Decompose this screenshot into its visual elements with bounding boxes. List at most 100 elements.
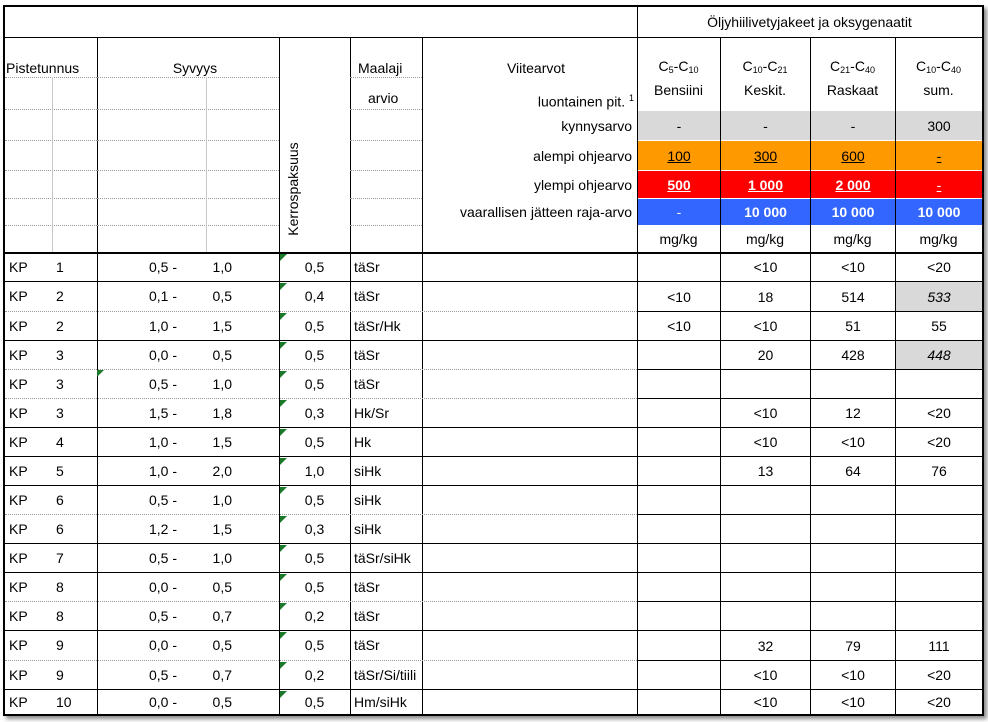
- column-formula: C10-C21: [742, 58, 788, 75]
- threshold-label: vaarallisen jätteen raja-arvo: [460, 204, 632, 220]
- result-value: 20: [757, 347, 774, 363]
- layer-thickness: 0,5: [304, 578, 325, 595]
- depth-to: 0,7: [212, 666, 232, 683]
- result-value: [811, 515, 895, 543]
- depth-from: 0,0 -: [148, 346, 177, 363]
- comment-marker-icon: [280, 603, 287, 610]
- depth-from: 0,5 -: [148, 375, 177, 392]
- threshold-value: 100: [638, 141, 720, 170]
- layer-thickness: 0,5: [304, 549, 325, 566]
- depth-from: 1,0 -: [148, 462, 177, 479]
- layer-thickness: 0,5: [304, 433, 325, 450]
- grid-line: [637, 7, 638, 714]
- result-value: 79: [845, 637, 861, 654]
- column-label: Bensiini: [653, 82, 704, 98]
- result-value: [721, 602, 810, 630]
- result-value: [638, 515, 720, 543]
- soil-type: täSr: [354, 258, 380, 275]
- result-value: 514: [841, 288, 865, 305]
- threshold-value: 10 000: [721, 199, 810, 225]
- sample-code: KP: [9, 607, 28, 624]
- sample-number: 5: [56, 462, 64, 479]
- grid-line: [279, 37, 280, 714]
- sample-code: KP: [9, 637, 28, 653]
- depth-from: 0,0 -: [148, 637, 177, 653]
- result-value: <20: [927, 434, 951, 450]
- soil-type: Hm/siHk: [354, 693, 407, 710]
- depth-to: 0,5: [212, 288, 232, 304]
- grid-divider: [5, 369, 637, 370]
- comment-marker-icon: [280, 574, 287, 581]
- layer-thickness: 0,2: [304, 666, 325, 683]
- result-value: [896, 486, 982, 514]
- grid-line: [5, 485, 982, 486]
- soil-type: täSr: [354, 375, 380, 392]
- result-value: <10: [753, 259, 778, 275]
- layer-thickness: 0,3: [304, 404, 325, 421]
- header-viitearvot: Viitearvot: [506, 60, 566, 76]
- sample-code: KP: [9, 520, 28, 537]
- result-value: [896, 370, 982, 398]
- result-value: <20: [927, 259, 951, 275]
- depth-to: 0,5: [212, 578, 232, 595]
- layer-thickness: 0,5: [304, 693, 325, 710]
- soil-type: täSr: [354, 578, 380, 595]
- soil-type: täSr: [354, 607, 380, 624]
- sample-code: KP: [9, 346, 28, 363]
- result-value: [721, 370, 810, 398]
- comment-marker-icon: [280, 254, 287, 261]
- header-maalaji: Maalaji: [358, 60, 403, 76]
- soil-type: täSr: [354, 637, 380, 653]
- sample-code: KP: [9, 375, 28, 392]
- sample-code: KP: [9, 258, 28, 275]
- sample-code: KP: [9, 288, 28, 304]
- result-value: [721, 486, 810, 514]
- result-value: <10: [841, 694, 865, 710]
- result-value: [811, 573, 895, 601]
- sample-code: KP: [9, 578, 28, 595]
- result-value: <20: [927, 405, 951, 421]
- sample-number: 8: [56, 607, 64, 624]
- depth-to: 1,5: [212, 520, 232, 537]
- sample-code: KP: [9, 317, 28, 334]
- grid-line: [52, 77, 53, 252]
- header-arvio: arvio: [368, 90, 399, 106]
- soil-type: Hk: [354, 433, 372, 450]
- sample-code: KP: [9, 666, 28, 683]
- threshold-value: 2 000: [811, 171, 895, 198]
- unit-label: mg/kg: [745, 231, 785, 247]
- result-value: <10: [841, 259, 865, 275]
- result-value: [896, 602, 982, 630]
- result-value: [811, 602, 895, 630]
- sample-code: KP: [9, 404, 28, 421]
- result-value: 76: [931, 463, 947, 479]
- grid-line: [5, 689, 982, 690]
- depth-to: 0,7: [212, 607, 232, 624]
- depth-to: 1,8: [212, 404, 232, 421]
- depth-from: 0,0 -: [148, 578, 177, 595]
- depth-to: 1,0: [212, 491, 232, 508]
- sample-code: KP: [9, 693, 28, 710]
- grid-line: [206, 77, 207, 252]
- result-value: <10: [753, 405, 778, 421]
- threshold-value: 10 000: [896, 199, 982, 225]
- grid-divider: [97, 170, 279, 171]
- result-value: [721, 573, 810, 601]
- sample-code: KP: [9, 433, 28, 450]
- comment-marker-icon: [280, 342, 287, 349]
- sample-number: 8: [56, 578, 64, 595]
- depth-from: 1,0 -: [148, 317, 177, 334]
- sample-number: 6: [56, 520, 64, 537]
- grid-line: [637, 311, 982, 312]
- group-title: Öljyhiilivetyjakeet ja oksygenaatit: [707, 14, 912, 30]
- threshold-value: 1 000: [721, 171, 810, 198]
- threshold-value: 500: [638, 171, 720, 198]
- grid-divider: [350, 225, 422, 226]
- depth-to: 1,0: [212, 375, 232, 392]
- grid-divider: [5, 311, 637, 312]
- header-kerrospaksuus: Kerrospaksuus: [285, 142, 301, 236]
- grid-divider: [5, 198, 97, 199]
- sample-number: 1: [56, 258, 64, 275]
- grid-divider: [350, 198, 422, 199]
- result-value: <10: [667, 288, 691, 305]
